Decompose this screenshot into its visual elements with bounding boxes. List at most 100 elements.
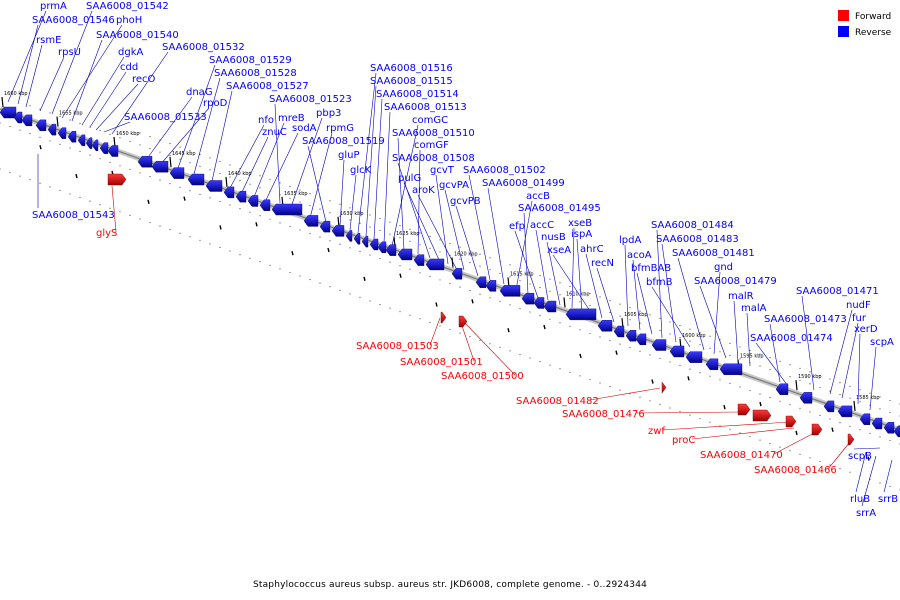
forward-gene-label: SAA6008_01500 bbox=[441, 371, 524, 382]
reverse-gene-label: SAA6008_01543 bbox=[32, 210, 115, 221]
reverse-gene-arrow bbox=[775, 383, 789, 395]
reverse-gene-label: srrB bbox=[878, 494, 898, 505]
reverse-gene-label: ispA bbox=[571, 229, 592, 240]
scale-tick-label: 1585 kbp bbox=[856, 395, 880, 401]
genome-caption: Staphylococcus aureus subsp. aureus str.… bbox=[253, 580, 647, 590]
reverse-gene-arrow bbox=[397, 248, 413, 261]
scale-tick bbox=[225, 176, 228, 187]
scale-tick-label: 1625 kbp bbox=[396, 231, 420, 237]
reverse-gene-label: pulG bbox=[398, 173, 421, 184]
reverse-gene-arrow bbox=[21, 114, 33, 127]
reverse-label-leader bbox=[177, 64, 216, 169]
reverse-gene-arrow bbox=[543, 300, 557, 313]
reverse-gene-label: fur bbox=[852, 313, 867, 324]
reverse-gene-label: nfo bbox=[258, 115, 274, 126]
scale-tick bbox=[563, 297, 566, 308]
reverse-gene-label: accB bbox=[526, 191, 550, 202]
reverse-label-leader bbox=[25, 44, 43, 108]
reverse-label-leader bbox=[651, 286, 691, 348]
label-leader-lines bbox=[7, 10, 893, 507]
reverse-gene-label: SAA6008_01519 bbox=[302, 136, 385, 147]
reverse-gene-label: SAA6008_01473 bbox=[764, 314, 847, 325]
reverse-label-leader bbox=[571, 227, 575, 309]
reverse-gene-label: ahrC bbox=[580, 244, 604, 255]
reverse-label-leader bbox=[769, 323, 781, 383]
scale-tick-label: 1650 kbp bbox=[116, 131, 140, 137]
reverse-label-leader bbox=[274, 103, 281, 204]
forward-gene-label: SAA6008_01482 bbox=[516, 396, 599, 407]
reverse-label-leader bbox=[253, 122, 285, 198]
reverse-label-leader bbox=[265, 132, 299, 201]
reverse-label-leader bbox=[383, 111, 391, 244]
reverse-gene-label: SAA6008_01481 bbox=[672, 248, 755, 259]
reverse-gene-label: prmA bbox=[40, 1, 67, 12]
forward-label-leader bbox=[827, 441, 851, 470]
reverse-gene-label: cdd bbox=[120, 62, 138, 73]
reverse-label-leader bbox=[229, 124, 265, 189]
reverse-gene-label: rluB bbox=[850, 494, 870, 505]
reverse-gene-label: SAA6008_01471 bbox=[796, 286, 879, 297]
forward-label-leader bbox=[635, 411, 741, 414]
reverse-gene-arrow bbox=[13, 111, 23, 124]
scale-tick-label: 1605 kbp bbox=[624, 312, 648, 318]
reverse-label-leader bbox=[713, 271, 721, 355]
reverse-label-leader bbox=[699, 285, 727, 359]
reverse-gene-label: comGF bbox=[414, 140, 449, 151]
reverse-gene-arrow bbox=[669, 345, 685, 358]
reverse-gene-label: srrA bbox=[856, 508, 876, 519]
reverse-gene-arrow bbox=[0, 106, 17, 119]
legend-reverse-label: Reverse bbox=[855, 28, 892, 38]
reverse-gene-label: SAA6008_01474 bbox=[750, 333, 833, 344]
reverse-gene-arrow bbox=[451, 268, 463, 280]
reverse-gene-label: accC bbox=[530, 220, 554, 231]
reverse-label-leader bbox=[17, 24, 39, 105]
reverse-gene-label: SAA6008_01532 bbox=[162, 42, 245, 53]
reverse-gene-arrow bbox=[151, 161, 169, 173]
reverse-label-leader bbox=[289, 117, 323, 211]
forward-gene-label: SAA6008_01466 bbox=[754, 465, 837, 476]
legend: Forward Reverse bbox=[838, 10, 892, 38]
reverse-gene-arrow bbox=[361, 235, 369, 248]
reverse-gene-label: SAA6008_01484 bbox=[651, 220, 734, 231]
reverse-label-leader bbox=[365, 85, 377, 237]
reverse-gene-arrow bbox=[319, 220, 331, 233]
reverse-gene-arrow bbox=[369, 238, 379, 251]
reverse-gene-label: gluP bbox=[338, 150, 360, 161]
reverse-gene-label: SAA6008_01495 bbox=[518, 203, 601, 214]
reverse-gene-arrow bbox=[625, 330, 637, 342]
reverse-gene-arrow bbox=[137, 156, 153, 168]
forward-label-leader bbox=[691, 427, 795, 440]
reverse-label-leader bbox=[596, 267, 615, 323]
reverse-label-leader bbox=[349, 174, 357, 231]
reverse-gene-label: znuC bbox=[262, 127, 287, 138]
reverse-label-leader bbox=[515, 200, 533, 291]
scale-tick-label: 1640 kbp bbox=[228, 171, 252, 177]
scale-tick-label: 1645 kbp bbox=[172, 151, 196, 157]
reverse-gene-arrow bbox=[303, 215, 319, 227]
reverse-gene-arrow bbox=[837, 405, 853, 418]
reverse-gene-arrow bbox=[353, 233, 361, 245]
reverse-label-leader bbox=[546, 241, 561, 306]
reverse-label-leader bbox=[417, 149, 421, 255]
reverse-label-leader bbox=[523, 212, 529, 295]
forward-label-leader bbox=[429, 317, 441, 346]
reverse-gene-arrow bbox=[187, 173, 205, 186]
scale-tick-label: 1595 kbp bbox=[740, 354, 764, 360]
forward-gene-label: SAA6008_01476 bbox=[562, 409, 645, 420]
reverse-gene-label: SAA6008_01523 bbox=[269, 94, 352, 105]
reverse-gene-label: nudF bbox=[846, 300, 871, 311]
reverse-label-leader bbox=[487, 187, 505, 285]
reverse-gene-label: rpmG bbox=[326, 123, 354, 134]
reverse-label-leader bbox=[145, 96, 193, 161]
reverse-gene-label: SAA6008_01502 bbox=[463, 165, 546, 176]
reverse-label-leader bbox=[111, 51, 169, 135]
reverse-gene-label: SAA6008_01528 bbox=[214, 68, 297, 79]
reverse-label-leader bbox=[624, 244, 629, 327]
reverse-label-leader bbox=[309, 132, 333, 219]
forward-gene-arrow bbox=[811, 423, 823, 436]
legend-forward-swatch bbox=[838, 10, 849, 21]
reverse-gene-label: bfmBAB bbox=[631, 263, 671, 274]
reverse-gene-label: SAA6008_01540 bbox=[96, 30, 179, 41]
reverse-label-leader bbox=[585, 253, 603, 319]
